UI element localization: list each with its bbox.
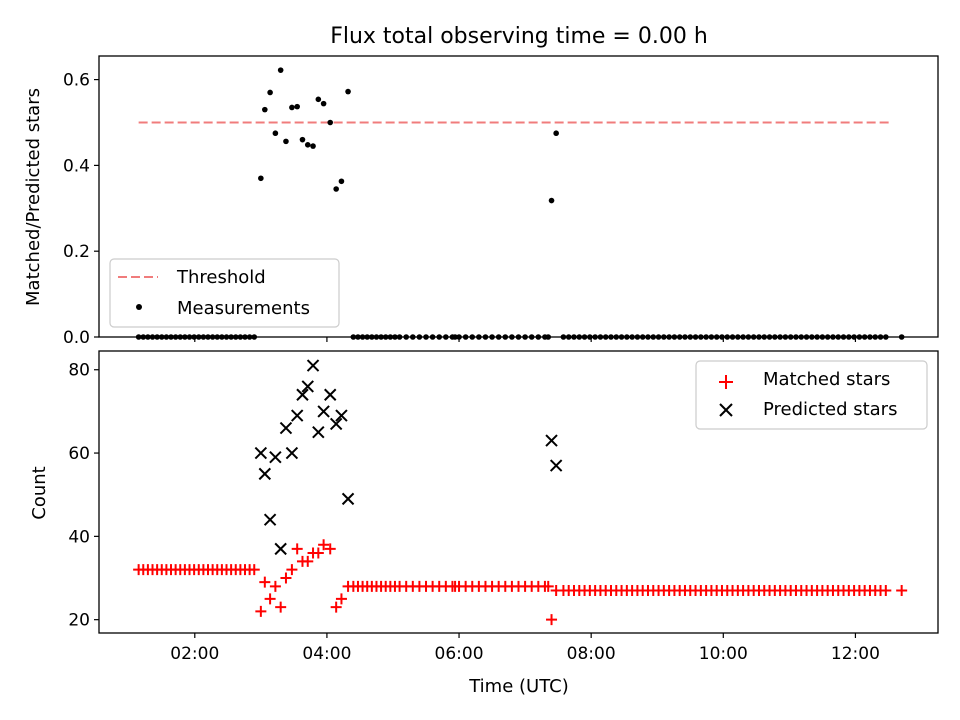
count-x-tick-label: 04:00 (302, 644, 351, 664)
matched-star-point (324, 543, 336, 555)
count-legend: Matched stars Predicted stars (695, 360, 928, 430)
matched-star-point (275, 601, 287, 613)
measurement-point (277, 67, 284, 73)
measurement-point (310, 143, 316, 149)
predicted-star-point (335, 409, 348, 422)
measurement-point (272, 130, 279, 137)
matched-star-point (546, 614, 558, 626)
ratio-legend-box (109, 258, 340, 328)
measurement-point (299, 136, 306, 143)
matched-star-point (330, 601, 342, 613)
count-y-ticks: 20 40 60 80 (68, 361, 99, 631)
ratio-y-tick-label: 0.2 (63, 242, 90, 262)
matched-star-point (255, 605, 267, 617)
measurement-point (548, 197, 555, 204)
ratio-y-tick-label: 0.6 (63, 71, 90, 91)
predicted-star-point (279, 421, 293, 435)
matched-star-point (896, 585, 908, 597)
predicted-star-point (269, 451, 282, 464)
measurement-point (294, 103, 300, 110)
predicted-star-point (258, 467, 272, 481)
count-y-tick-label: 60 (68, 444, 90, 464)
count-legend-box (695, 360, 928, 430)
legend-matched-label: Matched stars (763, 369, 890, 390)
ratio-x-ticks (194, 337, 857, 342)
matched-star-point (259, 576, 271, 588)
matched-star-point (248, 564, 260, 576)
legend-measurements-swatch (136, 304, 142, 310)
predicted-star-point (290, 409, 304, 422)
predicted-star-point (254, 446, 268, 460)
matched-star-point (335, 593, 347, 605)
count-x-tick-label: 08:00 (567, 644, 616, 664)
matched-star-point (291, 543, 303, 555)
predicted-star-point (549, 459, 563, 472)
measurement-point (345, 88, 351, 95)
legend-threshold-label: Threshold (176, 267, 266, 288)
matched-star-point (302, 555, 314, 567)
matched-star-point (880, 585, 892, 597)
count-y-tick-label: 20 (68, 611, 90, 631)
predicted-star-point (324, 388, 337, 401)
measurement-point (262, 106, 268, 113)
matched-star-point (318, 539, 330, 551)
count-marks (133, 359, 908, 626)
x-axis-label: Time (UTC) (468, 676, 569, 697)
legend-measurements-label: Measurements (177, 298, 310, 319)
ratio-y-tick-label: 0.0 (63, 328, 90, 348)
matched-star-point (280, 572, 292, 584)
measurement-point (304, 142, 311, 148)
matched-star-point (269, 580, 281, 592)
count-y-tick-label: 40 (68, 527, 90, 547)
count-x-tick-label: 12:00 (831, 644, 880, 664)
count-x-tick-label: 10:00 (699, 644, 748, 664)
ratio-panel: 0.0 0.2 0.4 0.6 Matched/Predicted stars Thr… (23, 55, 939, 348)
matched-star-point (542, 580, 554, 592)
predicted-star-point (306, 359, 320, 372)
predicted-star-point (312, 426, 325, 439)
legend-matched-swatch (719, 375, 733, 389)
ratio-y-ticks: 0.0 0.2 0.4 0.6 (63, 71, 99, 348)
ratio-y-axis-label: Matched/Predicted stars (23, 88, 44, 306)
measurement-point (333, 186, 339, 192)
measurement-point (258, 175, 264, 182)
measurement-point (327, 119, 334, 126)
measurement-point (283, 138, 289, 145)
measurement-point (267, 89, 273, 96)
measurement-point (320, 100, 327, 107)
count-plot-frame (98, 350, 939, 634)
predicted-star-point (296, 388, 309, 401)
ratio-plot-frame (98, 55, 939, 338)
legend-predicted-label: Predicted stars (763, 399, 897, 420)
predicted-star-point (274, 542, 287, 556)
count-x-tick-label: 02:00 (170, 644, 219, 664)
predicted-star-point (341, 492, 355, 506)
matched-star-point (264, 593, 276, 605)
count-x-ticks: 02:00 04:00 06:00 08:00 10:00 12:00 (170, 633, 880, 664)
matched-star-point (286, 564, 298, 576)
matched-star-point (312, 547, 324, 559)
predicted-star-point (285, 446, 299, 460)
ratio-legend: Threshold Measurements (109, 258, 340, 328)
predicted-star-point (329, 417, 343, 431)
count-y-axis-label: Count (29, 466, 50, 519)
count-x-tick-label: 06:00 (435, 644, 484, 664)
predicted-star-point (545, 434, 558, 447)
chart-title: Flux total observing time = 0.00 h (330, 24, 708, 49)
predicted-star-point (301, 380, 314, 393)
predicted-star-point (263, 513, 277, 526)
measurement-point (315, 96, 322, 103)
count-y-tick-label: 80 (68, 361, 90, 381)
measurement-point (338, 178, 345, 185)
legend-predicted-swatch (719, 403, 733, 417)
measurement-point (289, 104, 295, 111)
predicted-star-point (317, 405, 330, 418)
ratio-y-tick-label: 0.4 (63, 156, 90, 176)
measurement-point (553, 130, 559, 137)
